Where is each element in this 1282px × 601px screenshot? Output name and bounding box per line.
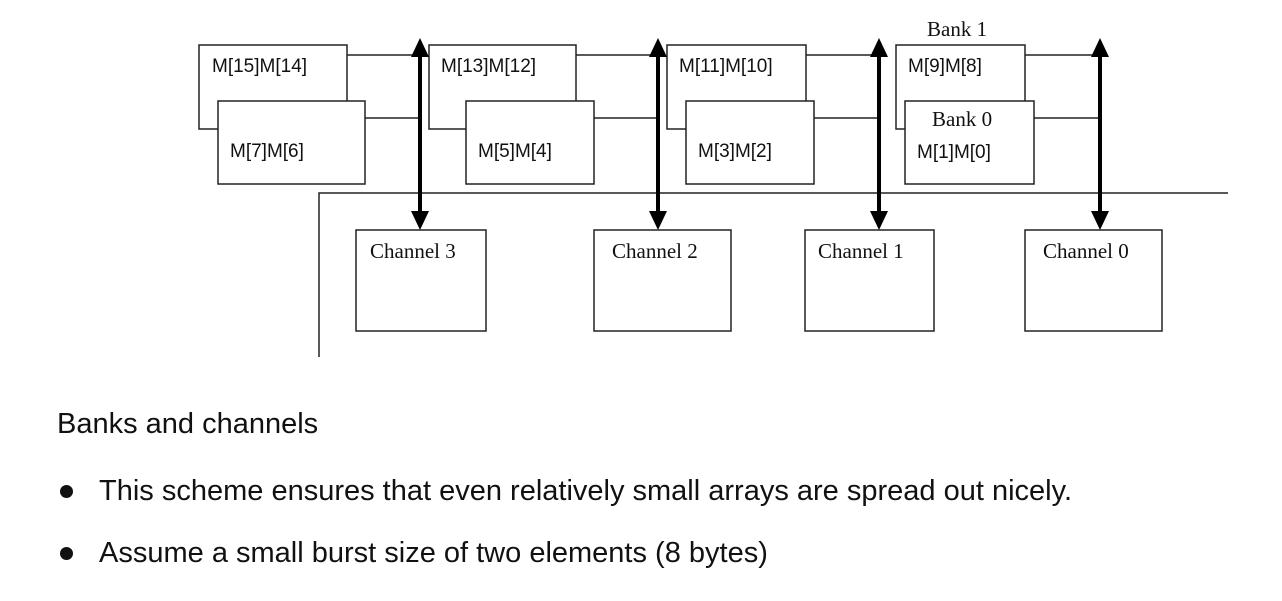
diagram-caption: Banks and channels bbox=[57, 408, 319, 440]
channel-label: Channel 0 bbox=[1043, 239, 1129, 263]
bank0-module-label: M[7]M[6] bbox=[230, 141, 304, 162]
channel-boundary-line bbox=[318, 192, 1228, 357]
bidirectional-bus-arrow bbox=[411, 38, 429, 230]
bullet-text: Assume a small burst size of two element… bbox=[99, 537, 768, 569]
bank0-label: Bank 0 bbox=[932, 107, 992, 131]
bullet-list: This scheme ensures that even relatively… bbox=[57, 470, 1072, 594]
bullet-text: This scheme ensures that even relatively… bbox=[99, 475, 1073, 507]
bank1-module-label: M[13]M[12] bbox=[441, 56, 536, 77]
bidirectional-bus-arrow bbox=[1091, 38, 1109, 230]
bullet-item: Assume a small burst size of two element… bbox=[57, 532, 1072, 594]
bank0-module-box bbox=[465, 100, 595, 185]
bidirectional-bus-arrow bbox=[870, 38, 888, 230]
bank0-module-box bbox=[217, 100, 366, 185]
bullet-dot-icon bbox=[60, 485, 73, 498]
bank0-module-box bbox=[904, 100, 1035, 185]
bidirectional-bus-arrow bbox=[649, 38, 667, 230]
bank1-module-label: M[9]M[8] bbox=[908, 56, 982, 77]
banks-channels-diagram: M[15]M[14] M[7]M[6] M[13]M[12] M[5]M[4] … bbox=[198, 17, 1228, 357]
bank1-module-label: M[15]M[14] bbox=[212, 56, 307, 77]
channel-box bbox=[804, 229, 935, 332]
bank0-module-label: M[1]M[0] bbox=[917, 142, 991, 163]
channel-label: Channel 2 bbox=[612, 239, 698, 263]
bullet-dot-icon bbox=[60, 547, 73, 560]
channel-label: Channel 1 bbox=[818, 239, 904, 263]
bank0-module-box bbox=[685, 100, 815, 185]
bank0-module-label: M[3]M[2] bbox=[698, 141, 772, 162]
bullet-item: This scheme ensures that even relatively… bbox=[57, 470, 1072, 532]
channel-box bbox=[355, 229, 487, 332]
channel-box bbox=[593, 229, 732, 332]
bank1-label: Bank 1 bbox=[927, 17, 987, 41]
channel-label: Channel 3 bbox=[370, 239, 456, 263]
channel-box bbox=[1024, 229, 1163, 332]
bank1-module-label: M[11]M[10] bbox=[679, 56, 773, 77]
bank0-module-label: M[5]M[4] bbox=[478, 141, 552, 162]
